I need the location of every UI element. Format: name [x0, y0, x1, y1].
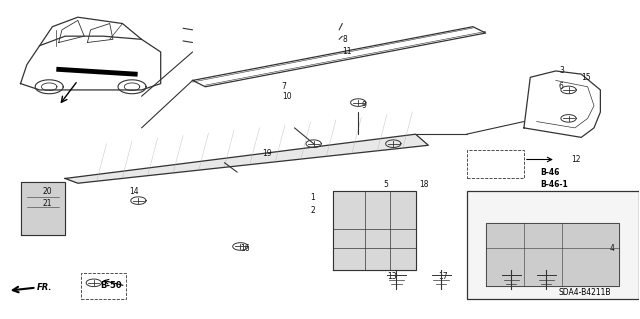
Text: 5: 5	[384, 180, 388, 189]
Text: 11: 11	[342, 48, 352, 56]
Text: 13: 13	[387, 272, 397, 281]
Text: 1: 1	[310, 193, 315, 202]
Text: 20: 20	[43, 187, 52, 196]
Text: 7: 7	[282, 82, 287, 91]
Polygon shape	[20, 182, 65, 235]
Text: 19: 19	[262, 149, 272, 158]
Text: 18: 18	[419, 180, 428, 189]
Text: FR.: FR.	[36, 283, 52, 292]
Polygon shape	[333, 191, 415, 270]
Text: 17: 17	[438, 272, 447, 281]
Text: 9: 9	[362, 101, 366, 110]
Bar	[467, 150, 524, 178]
Text: 2: 2	[310, 206, 315, 215]
Text: SDA4-B4211B: SDA4-B4211B	[559, 288, 611, 297]
Text: 16: 16	[241, 243, 250, 253]
Polygon shape	[486, 223, 620, 286]
Text: 14: 14	[129, 187, 138, 196]
Text: 10: 10	[282, 92, 291, 101]
Bar	[467, 191, 639, 299]
Text: 4: 4	[610, 243, 615, 253]
Text: B-50: B-50	[100, 281, 122, 291]
Text: B-46: B-46	[540, 168, 559, 177]
Text: 8: 8	[342, 35, 347, 44]
Text: 21: 21	[43, 199, 52, 208]
Text: B-46-1: B-46-1	[540, 180, 568, 189]
Text: 3: 3	[559, 66, 564, 76]
Text: 15: 15	[581, 73, 591, 82]
Bar	[81, 273, 125, 299]
Polygon shape	[65, 134, 428, 183]
Text: 6: 6	[559, 82, 564, 91]
Text: 12: 12	[572, 155, 581, 164]
